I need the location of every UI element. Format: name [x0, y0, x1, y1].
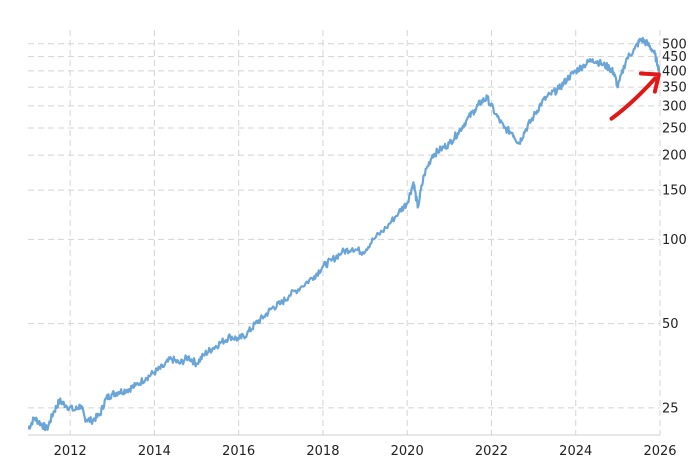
- y-tick-label: 150: [662, 184, 687, 199]
- grid: [28, 30, 661, 435]
- x-tick-label: 2016: [222, 444, 255, 459]
- x-tick-label: 2014: [138, 444, 171, 459]
- y-tick-label: 250: [662, 122, 687, 137]
- series-line: [28, 36, 660, 432]
- x-tick-label: 2022: [475, 444, 508, 459]
- x-tick-label: 2012: [54, 444, 87, 459]
- y-tick-label: 350: [662, 81, 687, 96]
- y-tick-label: 400: [662, 64, 687, 79]
- series-group: [28, 36, 660, 432]
- annotation-group: [609, 71, 661, 121]
- x-tick-label: 2026: [643, 444, 676, 459]
- y-tick-label: 100: [662, 233, 687, 248]
- y-tick-label: 500: [662, 37, 687, 52]
- x-axis-tick-labels: 2012 2014 2016 2018 2020 2022 2024 2026: [54, 444, 677, 459]
- y-tick-label: 450: [662, 50, 687, 65]
- x-tick-label: 2024: [559, 444, 592, 459]
- annotation-arrow-shaft: [609, 76, 657, 121]
- y-tick-label: 50: [662, 317, 679, 332]
- y-tick-label: 25: [662, 401, 679, 416]
- x-tick-label: 2020: [391, 444, 424, 459]
- y-tick-label: 200: [662, 149, 687, 164]
- y-tick-label: 300: [662, 99, 687, 114]
- annotation-arrow-head: [638, 71, 661, 94]
- x-tick-label: 2018: [306, 444, 339, 459]
